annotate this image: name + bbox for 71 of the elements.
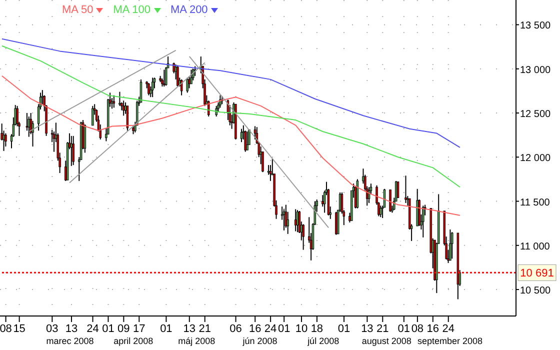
candlestick [92,105,94,126]
line-series [1,45,460,188]
text: april 2008 [114,335,154,347]
candlestick [190,69,192,84]
y-tick-label: 13 000 [520,64,552,76]
x-tick-label: 10 [295,322,308,335]
candlestick [176,64,179,88]
x-tick-label: 16 [426,322,440,335]
legend-label: MA 200 [170,4,208,16]
text: september 2008 [417,335,483,347]
x-tick-label: 01 [102,322,114,335]
text: jún 2008 [242,335,278,347]
candlestick [396,181,400,198]
x-tick-label: 03 [46,322,58,335]
text: august 2008 [362,335,412,347]
legend-label: MA 100 [113,4,150,16]
candlestick [163,69,166,88]
x-tick-label: 13 [183,322,196,335]
x-tick-label: 13 [65,322,78,335]
candlestick [404,175,407,204]
candlestick [180,78,183,96]
y-tick-label: 11 000 [520,241,550,252]
candlestick [118,91,121,106]
x-tick-label: 01 [398,322,410,335]
x-tick-label: 16 [248,322,262,335]
y-tick-label: 12 000 [520,153,552,164]
text: marec 2008 [46,335,94,347]
x-tick-label: 15 [13,322,26,335]
candlestick [296,210,299,233]
y-tick-label: 10 500 [520,286,552,297]
x-tick-label: 01 [278,322,290,335]
candlestick [4,132,7,148]
candlestick [112,94,116,108]
candlestick [219,94,222,108]
candlestick [294,208,297,232]
candlestick [186,77,188,94]
candlestick [449,228,452,261]
y-tick-label: 11 500 [520,197,550,208]
x-tick-label: 21 [376,322,389,335]
legend-label: MA 50 [62,4,94,16]
x-tick-label: 08 [411,322,424,335]
ref-line-label: 10 691 [520,268,554,280]
candlestick [380,205,382,218]
x-tick-label: 08 [0,322,12,335]
x-tick-label: 06 [230,322,242,335]
text: máj 2008 [178,335,216,347]
candlestick [192,68,194,81]
y-tick-label: 12 500 [520,108,552,120]
candlestick [148,82,150,96]
x-tick-label: 21 [198,322,211,335]
y-tick-label: 13 500 [520,20,552,32]
x-tick-label: 24 [86,322,99,335]
candlestick [28,116,30,138]
x-tick-label: 01 [160,322,172,335]
candlestick [164,66,168,86]
x-tick-label: 13 [361,322,374,335]
candlestick [451,232,454,260]
candlestick [151,77,154,98]
candlestick [389,189,392,212]
candlestick [246,131,248,151]
x-tick-label: 09 [118,322,130,335]
x-tick-label: 01 [338,322,350,335]
x-tick-label: 17 [133,322,146,335]
x-tick-label: 24 [442,322,454,335]
candlestick [302,224,304,250]
text: júl 2008 [308,335,340,347]
line-series [1,38,460,148]
x-tick-label: 24 [264,322,277,335]
candlestick [72,135,74,166]
x-tick-label: 18 [310,322,324,335]
line-series [1,75,460,216]
